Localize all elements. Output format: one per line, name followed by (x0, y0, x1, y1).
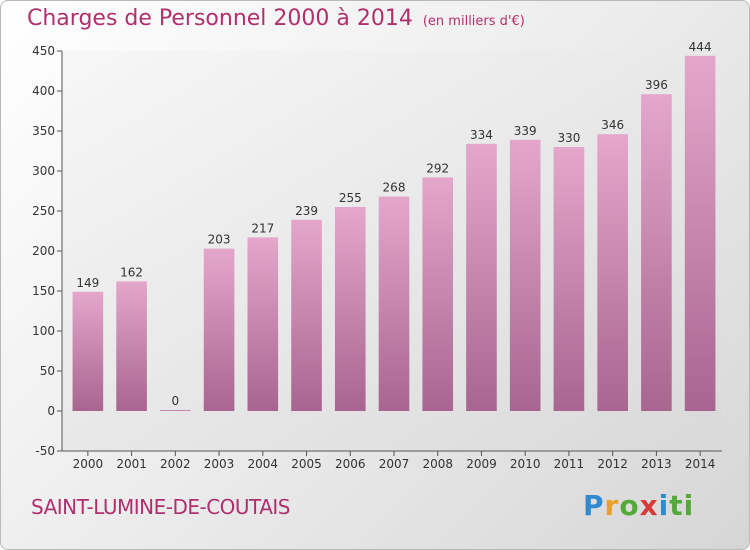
y-tick-label: 150 (32, 284, 55, 298)
x-tick-label: 2003 (204, 457, 235, 471)
bar-value-label: 255 (339, 191, 362, 205)
commune-name: SAINT-LUMINE-DE-COUTAIS (31, 495, 291, 519)
y-tick-label: 300 (32, 164, 55, 178)
x-tick-label: 2000 (73, 457, 104, 471)
y-tick-label: 450 (32, 44, 55, 58)
bar (597, 134, 628, 411)
bar (291, 219, 322, 411)
y-tick-label: 0 (47, 404, 55, 418)
bar (422, 177, 454, 411)
bar-value-label: 217 (251, 221, 274, 235)
logo-letter: o (619, 489, 640, 522)
bars: 149 162 0 203 217 239 255 268 292 334 339 330 346 396… (72, 40, 716, 412)
logo-letter: i (658, 489, 670, 522)
bar (684, 55, 716, 412)
x-tick-label: 2013 (641, 457, 672, 471)
y-tick-label: 100 (32, 324, 55, 338)
x-tick-label: 2006 (335, 457, 366, 471)
y-tick-label: 50 (40, 364, 55, 378)
bar (509, 139, 541, 412)
axes: -50 0 50 100 150 200 250 300 350 400 450 2000 2001 20… (32, 44, 722, 471)
logo-letter: x (639, 489, 659, 522)
y-tick-label: -50 (35, 444, 55, 458)
x-tick-label: 2001 (116, 457, 147, 471)
bar-value-label: 334 (470, 128, 493, 142)
x-tick-label: 2004 (248, 457, 279, 471)
bar-value-label: 162 (120, 265, 143, 279)
x-tick-label: 2005 (291, 457, 322, 471)
bar-value-label: 239 (295, 204, 318, 218)
bar (72, 291, 104, 411)
y-tick-label: 400 (32, 84, 55, 98)
bar (203, 248, 235, 411)
bar (116, 281, 147, 411)
chart-title: Charges de Personnel 2000 à 2014 (en mill… (27, 6, 525, 31)
title-text: Charges de Personnel 2000 à 2014 (27, 6, 413, 31)
x-tick-label: 2007 (379, 457, 410, 471)
x-tick-label: 2009 (466, 457, 497, 471)
bar-value-label: 444 (689, 40, 712, 54)
logo-letter: P (583, 489, 605, 522)
proxiti-logo: Proxiti (583, 489, 694, 522)
y-tick-label: 200 (32, 244, 55, 258)
bar-value-label: 330 (557, 131, 580, 145)
bar-value-label: 339 (514, 124, 537, 138)
x-tick-label: 2014 (685, 457, 716, 471)
chart-subtitle: (en milliers d'€) (422, 14, 525, 29)
bar (553, 147, 585, 411)
bar-value-label: 0 (172, 394, 180, 408)
logo-letter: r (604, 489, 620, 522)
x-tick-label: 2011 (554, 457, 585, 471)
bar (160, 410, 191, 411)
x-tick-label: 2008 (422, 457, 453, 471)
bar-value-label: 203 (208, 233, 231, 247)
bar (247, 237, 279, 411)
bar-value-label: 346 (601, 118, 624, 132)
bar (378, 196, 410, 411)
x-tick-label: 2002 (160, 457, 191, 471)
bar (466, 143, 497, 412)
bar-value-label: 268 (383, 181, 406, 195)
bar-value-label: 396 (645, 78, 668, 92)
bar (641, 94, 672, 411)
bar-value-label: 292 (426, 161, 449, 175)
y-tick-label: 350 (32, 124, 55, 138)
bar-value-label: 149 (76, 276, 99, 290)
logo-letter: ti (669, 489, 695, 522)
bar (334, 207, 366, 411)
x-tick-label: 2012 (597, 457, 628, 471)
x-tick-label: 2010 (510, 457, 541, 471)
y-tick-label: 250 (32, 204, 55, 218)
